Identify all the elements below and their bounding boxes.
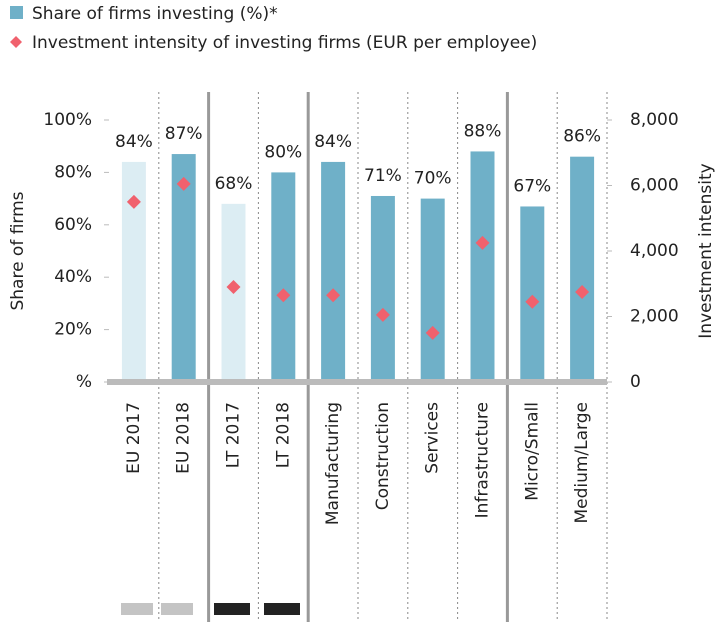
group-marker [121, 603, 153, 615]
bar [171, 154, 196, 382]
bar [420, 198, 445, 382]
value-label: 70% [414, 169, 452, 189]
diamond-marker [276, 288, 291, 303]
y-tick-label: 60% [54, 215, 92, 235]
y-tick-label: 100% [43, 110, 92, 130]
bar [470, 151, 495, 382]
group-marker [161, 603, 193, 615]
y-tick-label: % [76, 372, 92, 392]
bar [271, 172, 296, 382]
diamond-marker [575, 284, 590, 299]
value-label: 88% [464, 121, 502, 141]
value-label: 67% [513, 176, 551, 196]
x-tick-label: Services [423, 402, 443, 474]
y2-tick-label: 8,000 [630, 110, 679, 130]
diamond-marker [126, 194, 141, 209]
y2-tick-label: 6,000 [630, 176, 679, 196]
x-tick-label: Micro/Small [522, 402, 542, 501]
y2-tick-label: 4,000 [630, 241, 679, 261]
legend-swatch [10, 6, 23, 19]
value-label: 86% [563, 127, 601, 147]
bar [121, 161, 146, 382]
x-tick-label: Infrastructure [473, 402, 493, 518]
x-tick-label: Manufacturing [323, 402, 343, 525]
group-marker [264, 603, 300, 615]
x-tick-label: LT 2017 [224, 402, 244, 468]
diamond-marker [326, 288, 341, 303]
y-tick-label: 40% [54, 267, 92, 287]
bar [321, 161, 346, 382]
y2-axis-title: Investment intensity [696, 163, 716, 338]
legend-swatch [10, 36, 22, 48]
y2-tick-label: 0 [630, 372, 641, 392]
x-tick-label: Medium/Large [572, 402, 592, 524]
bar [570, 156, 595, 382]
bar [520, 206, 545, 382]
value-label: 84% [314, 132, 352, 152]
value-label: 68% [215, 174, 253, 194]
diamond-marker [226, 280, 241, 295]
value-label: 84% [115, 132, 153, 152]
y2-tick-label: 2,000 [630, 307, 679, 327]
diamond-marker [425, 325, 440, 340]
y-tick-label: 20% [54, 320, 92, 340]
legend-label: Share of firms investing (%)* [32, 4, 278, 24]
value-label: 71% [364, 166, 402, 186]
value-label: 80% [264, 142, 302, 162]
x-tick-label: Construction [373, 402, 393, 510]
x-tick-label: EU 2018 [174, 402, 194, 474]
x-tick-label: LT 2018 [273, 402, 293, 468]
legend-label: Investment intensity of investing firms … [32, 33, 537, 53]
diamond-marker [375, 307, 390, 322]
value-label: 87% [165, 124, 203, 144]
diamond-marker [176, 176, 191, 191]
diamond-marker [525, 294, 540, 309]
x-tick-label: EU 2017 [124, 402, 144, 474]
diamond-marker [475, 235, 490, 250]
y-tick-label: 80% [54, 162, 92, 182]
group-marker [214, 603, 250, 615]
y-axis-title: Share of firms [8, 191, 28, 310]
bar [370, 195, 395, 382]
